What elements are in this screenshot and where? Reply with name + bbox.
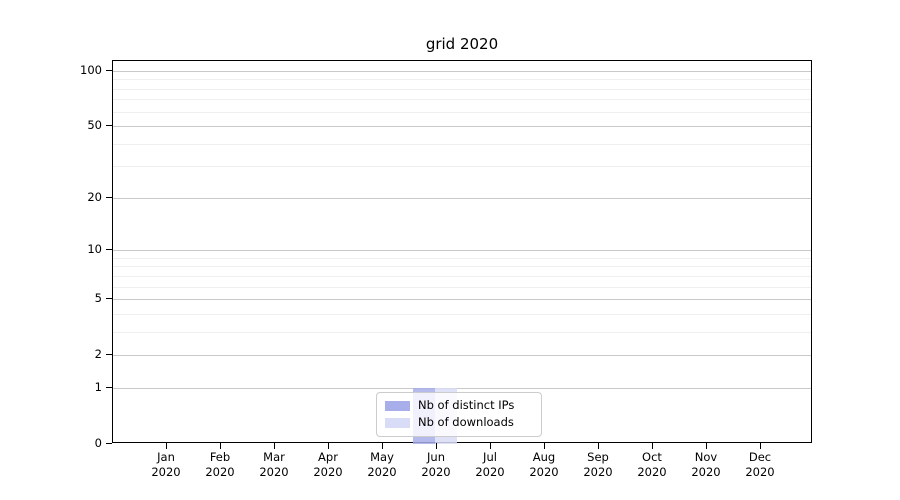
y-tick-label: 2 (94, 347, 102, 362)
y-minor-gridline (113, 257, 811, 259)
x-tick-mark (166, 443, 167, 449)
x-tick-label: Nov 2020 (691, 450, 721, 479)
x-tick-label: Aug 2020 (529, 450, 559, 479)
y-minor-gridline (113, 313, 811, 315)
legend-swatch-icon-nb-of-distinct-ips (385, 400, 410, 411)
y-major-gridline (113, 250, 811, 252)
y-major-gridline (113, 299, 811, 301)
x-tick-label: Feb 2020 (205, 450, 235, 479)
x-tick-label: Jul 2020 (475, 450, 505, 479)
x-tick-mark (598, 443, 599, 449)
legend-entry-label: Nb of downloads (418, 415, 514, 429)
y-minor-gridline (113, 79, 811, 81)
y-tick-mark (106, 249, 112, 251)
x-tick-label: Apr 2020 (313, 450, 343, 479)
x-tick-label: Mar 2020 (259, 450, 289, 479)
y-major-gridline (113, 355, 811, 357)
legend-entry-label: Nb of distinct IPs (418, 398, 515, 412)
x-tick-label: Jun 2020 (421, 450, 451, 479)
x-tick-mark (544, 443, 545, 449)
y-tick-label: 1 (94, 379, 102, 394)
legend-swatch-icon-nb-of-downloads (385, 417, 410, 428)
legend-entry: Nb of distinct IPs (385, 397, 533, 414)
x-tick-mark (760, 443, 761, 449)
y-minor-gridline (113, 275, 811, 277)
y-minor-gridline (113, 99, 811, 101)
y-tick-mark (106, 69, 112, 71)
y-tick-label: 50 (87, 118, 102, 133)
y-minor-gridline (113, 143, 811, 145)
y-tick-label: 20 (87, 189, 102, 204)
y-minor-gridline (113, 266, 811, 268)
chart-title: grid 2020 (425, 35, 499, 53)
y-tick-mark (106, 354, 112, 356)
y-minor-gridline (113, 88, 811, 90)
y-tick-label: 100 (80, 62, 102, 77)
x-tick-label: Oct 2020 (637, 450, 667, 479)
y-tick-mark (106, 386, 112, 388)
x-tick-label: Jan 2020 (151, 450, 181, 479)
x-tick-mark (652, 443, 653, 449)
y-tick-mark (106, 125, 112, 127)
y-tick-mark (106, 298, 112, 300)
plot-area (112, 60, 812, 444)
x-tick-mark (328, 443, 329, 449)
y-minor-gridline (113, 111, 811, 113)
x-tick-mark (436, 443, 437, 449)
y-tick-mark (106, 196, 112, 198)
x-tick-label: Sep 2020 (583, 450, 613, 479)
y-tick-mark (106, 443, 112, 444)
y-major-gridline (113, 70, 811, 72)
y-tick-label: 10 (87, 242, 102, 257)
legend-entry: Nb of downloads (385, 414, 533, 431)
x-tick-mark (490, 443, 491, 449)
y-minor-gridline (113, 166, 811, 168)
y-major-gridline (113, 197, 811, 199)
y-minor-gridline (113, 286, 811, 288)
y-tick-label: 5 (94, 291, 102, 306)
x-tick-mark (706, 443, 707, 449)
y-major-gridline (113, 126, 811, 128)
legend: Nb of distinct IPs Nb of downloads (376, 392, 542, 437)
x-tick-label: Dec 2020 (745, 450, 775, 479)
y-tick-label: 0 (94, 436, 102, 450)
y-minor-gridline (113, 331, 811, 333)
x-tick-mark (382, 443, 383, 449)
y-major-gridline (113, 387, 811, 389)
x-tick-mark (220, 443, 221, 449)
x-tick-label: May 2020 (367, 450, 397, 479)
x-tick-mark (274, 443, 275, 449)
